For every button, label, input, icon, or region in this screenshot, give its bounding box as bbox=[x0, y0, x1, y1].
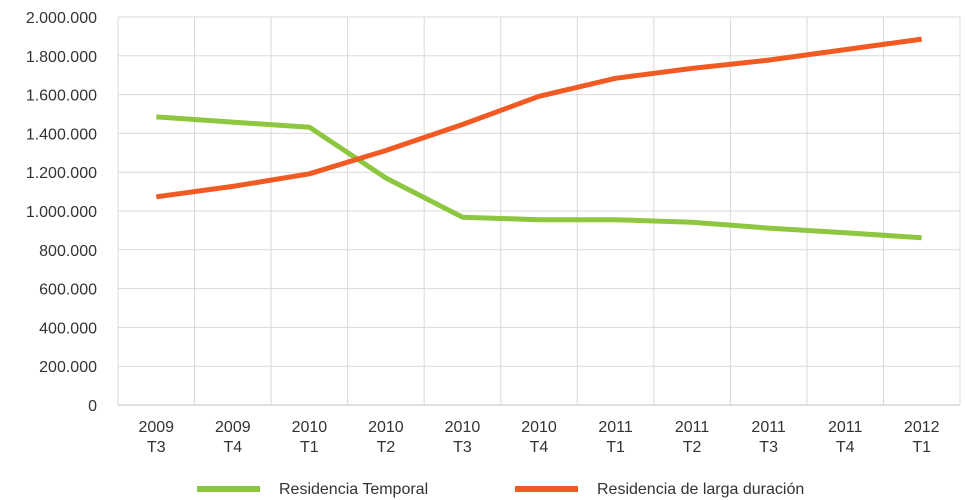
legend: Residencia Temporal Residencia de larga d… bbox=[197, 481, 804, 498]
y-tick-label: 0 bbox=[88, 398, 97, 415]
y-tick-label: 1.600.000 bbox=[26, 88, 97, 105]
y-tick-label: 400.000 bbox=[39, 320, 97, 337]
y-tick-label: 1.800.000 bbox=[26, 49, 97, 66]
legend-label-2: Residencia de larga duración bbox=[597, 481, 804, 498]
y-tick-label: 1.200.000 bbox=[26, 165, 97, 182]
series-lines bbox=[155, 36, 923, 241]
x-tick-label: 2009 T4 bbox=[215, 419, 251, 456]
y-tick-label: 600.000 bbox=[39, 282, 97, 299]
y-axis: 0 200.000 400.000 600.000 800.000 1.000.000 1.… bbox=[26, 10, 960, 415]
x-tick-label: 2011 T4 bbox=[828, 419, 863, 456]
x-tick-label: 2010 T4 bbox=[521, 419, 557, 456]
x-tick-label: 2012 T1 bbox=[904, 419, 940, 456]
x-tick-label: 2011 T3 bbox=[751, 419, 786, 456]
x-tick-label: 2009 T3 bbox=[138, 419, 174, 456]
x-tick-label: 2010 T2 bbox=[368, 419, 404, 456]
x-tick-label: 2010 T1 bbox=[292, 419, 328, 456]
y-tick-label: 200.000 bbox=[39, 359, 97, 376]
y-tick-label: 2.000.000 bbox=[26, 10, 97, 27]
y-tick-label: 800.000 bbox=[39, 243, 97, 260]
x-tick-label: 2011 T1 bbox=[598, 419, 633, 456]
x-axis: 2009 T3 2009 T4 2010 T1 2010 T2 2010 T3 2010 T4 2011… bbox=[117, 17, 961, 456]
x-tick-label: 2011 T2 bbox=[675, 419, 710, 456]
legend-label-1: Residencia Temporal bbox=[279, 481, 428, 498]
y-tick-label: 1.000.000 bbox=[26, 204, 97, 221]
series-line-2 bbox=[155, 36, 923, 200]
grid-lines bbox=[118, 16, 960, 367]
x-tick-label: 2010 T3 bbox=[445, 419, 481, 456]
series-line-1 bbox=[156, 114, 922, 241]
y-tick-label: 1.400.000 bbox=[26, 126, 97, 143]
